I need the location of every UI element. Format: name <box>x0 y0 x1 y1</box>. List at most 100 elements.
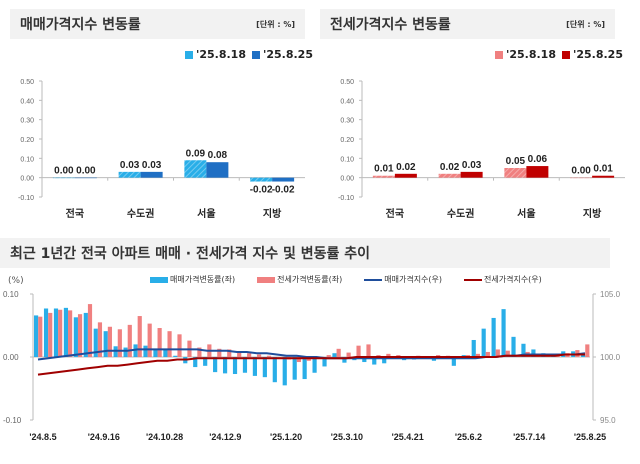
bar <box>143 345 148 357</box>
bar <box>451 357 456 366</box>
bar <box>504 168 527 178</box>
data-label: 0.02 <box>440 162 460 173</box>
bar <box>247 353 252 357</box>
bar <box>77 314 83 357</box>
x-category-label: 전국 <box>66 207 84 220</box>
bar <box>43 308 49 357</box>
trend-panel-title-bar: 최근 1년간 전국 아파트 매매 · 전세가격 지수 및 변동률 추이 <box>0 238 610 268</box>
bar <box>123 347 128 357</box>
sale-panel-title-bar: 매매가격지수 변동률 [단위 : %] <box>10 9 305 39</box>
trend-chart: 0.10 0.00 -0.10 105.0 100.0 95.0 '24.8.5 '24.9.… <box>3 290 621 442</box>
x-tick-label: '24.9.16 <box>88 432 120 442</box>
legend-swatch <box>464 278 483 281</box>
bar <box>386 353 391 357</box>
x-category-label: 수도권 <box>127 208 155 220</box>
bar <box>511 336 516 357</box>
y-tick-label: 0.00 <box>340 176 354 183</box>
x-category-label: 지방 <box>583 207 602 220</box>
y-tick-label: 0.50 <box>20 79 34 86</box>
legend-swatch <box>252 50 260 59</box>
bar <box>184 160 207 178</box>
y-tick-label: 0.10 <box>20 156 34 163</box>
bar <box>213 357 218 373</box>
x-tick-label: '24.10.28 <box>146 432 183 442</box>
bar <box>153 350 158 357</box>
sale-panel-title: 매매가격지수 변동률 <box>20 17 141 33</box>
bar <box>581 355 586 357</box>
legend-swatch <box>364 278 383 281</box>
bar <box>252 357 257 376</box>
bar <box>570 177 593 179</box>
x-tick-label: '24.12.9 <box>209 432 241 442</box>
bar <box>292 357 297 380</box>
bar <box>256 354 262 357</box>
data-label: -0.02 <box>250 185 273 196</box>
bar <box>83 312 88 357</box>
x-tick-label: '24.8.5 <box>29 432 56 442</box>
sale-legend: '25.8.18 '25.8.25 <box>185 48 313 61</box>
y-tick-label: 0.10 <box>340 156 354 163</box>
bar <box>232 357 238 375</box>
data-label: 0.00 <box>571 166 591 177</box>
bar <box>346 352 351 357</box>
legend-swatch <box>185 50 193 59</box>
bar <box>173 355 178 357</box>
x-category-label: 지방 <box>263 207 282 220</box>
bar <box>372 175 395 178</box>
trend-legend-sale-index: 매매가격지수(우) <box>364 274 442 285</box>
legend-label: '25.8.25 <box>263 48 313 61</box>
bar <box>585 344 590 357</box>
bar <box>117 329 122 357</box>
bar <box>521 343 526 357</box>
legend-swatch <box>257 276 276 283</box>
bar <box>137 316 142 357</box>
bar <box>53 308 59 357</box>
bar <box>592 175 615 178</box>
bar <box>127 324 132 357</box>
data-label: 0.05 <box>506 156 526 167</box>
bar <box>206 162 229 178</box>
bar <box>250 177 273 182</box>
bar <box>296 357 301 363</box>
x-category-label: 서울 <box>197 207 215 220</box>
y-tick-label-left: -0.10 <box>3 416 22 425</box>
bar <box>167 331 172 357</box>
bar <box>118 171 141 178</box>
x-tick-label: '25.7.14 <box>513 432 545 442</box>
bar <box>63 307 69 357</box>
data-label: 0.03 <box>120 160 140 171</box>
bar <box>302 357 307 380</box>
legend-swatch <box>495 50 503 59</box>
y-tick-label-left: 0.00 <box>3 353 19 362</box>
jeonse-panel-unit: [단위 : %] <box>566 19 605 29</box>
bar <box>475 353 480 357</box>
left-unit-label: (%) <box>8 276 24 286</box>
bar <box>52 177 75 179</box>
y-tick-label: 0.20 <box>340 137 354 144</box>
bar <box>133 344 138 357</box>
legend-label: '25.8.18 <box>506 48 556 61</box>
bar <box>177 334 182 357</box>
trend-legend-jeonse-change: 전세가격변동률(좌) <box>257 274 342 285</box>
data-label: 0.03 <box>142 160 162 171</box>
jeonse-legend-item-prev: '25.8.18 <box>495 48 556 61</box>
bar <box>163 349 168 357</box>
bar <box>147 323 152 357</box>
sale-legend-item-curr: '25.8.25 <box>252 48 313 61</box>
index-line <box>37 353 585 376</box>
bar <box>157 328 162 357</box>
trend-legend-jeonse-index: 전세가격지수(우) <box>464 274 542 285</box>
bar <box>227 349 232 357</box>
legend-label: 전세가격변동률(좌) <box>277 275 343 284</box>
legend-label: 전세가격지수(우) <box>484 275 542 284</box>
bar <box>326 355 331 357</box>
bar <box>222 357 228 374</box>
y-tick-label: 0.20 <box>20 137 34 144</box>
x-tick-label: '25.6.2 <box>455 432 482 442</box>
bar <box>505 350 510 357</box>
y-tick-label: 0.40 <box>20 98 34 105</box>
bar <box>491 317 496 357</box>
jeonse-panel-title: 전세가격지수 변동률 <box>330 17 451 33</box>
data-label: 0.03 <box>462 160 482 171</box>
